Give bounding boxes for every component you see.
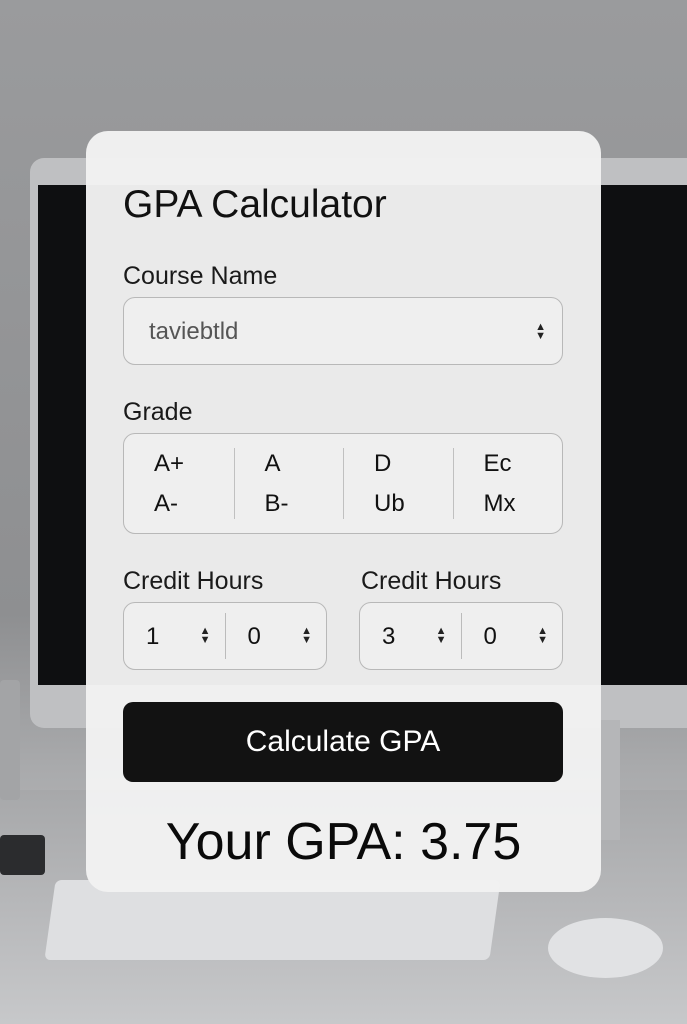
credit-hours-label-1: Credit Hours — [123, 567, 264, 595]
stepper-arrows-icon[interactable]: ▲ ▼ — [435, 625, 447, 646]
grade-column: Ec Mx — [452, 448, 563, 519]
phone — [0, 835, 45, 875]
credit-stepper[interactable]: 3 ▲ ▼ — [360, 603, 461, 669]
grade-option[interactable]: D — [374, 450, 392, 477]
credit-stepper[interactable]: 0 ▲ ▼ — [460, 613, 563, 659]
mouse — [548, 918, 663, 978]
grade-option[interactable]: B- — [264, 490, 289, 517]
grade-option[interactable]: Ec — [483, 450, 512, 477]
stepper-arrows-icon[interactable]: ▲ ▼ — [537, 625, 548, 646]
stepper-value: 0 — [483, 623, 497, 650]
gpa-result: Your GPA: 3.75 — [165, 813, 522, 871]
course-name-value: taviebtld — [149, 318, 239, 345]
credit-hours-label-2: Credit Hours — [361, 567, 502, 595]
cup — [0, 680, 20, 800]
grade-column: D Ub — [343, 448, 453, 519]
grade-option[interactable]: A- — [154, 490, 178, 517]
course-name-select[interactable]: taviebtld ▲ ▼ — [123, 297, 563, 365]
stepper-arrows-icon[interactable]: ▲ ▼ — [301, 625, 312, 646]
keyboard — [44, 880, 501, 960]
grade-label: Grade — [123, 398, 193, 426]
grade-option[interactable]: A — [264, 450, 281, 477]
calculate-gpa-button[interactable]: Calculate GPA — [123, 702, 563, 782]
grade-column: A+ A- — [124, 448, 234, 519]
course-name-label: Course Name — [123, 262, 278, 290]
select-arrows-icon: ▲ ▼ — [535, 321, 546, 342]
stepper-value: 3 — [382, 623, 396, 650]
grade-selector[interactable]: A+ A- A B- D Ub Ec Mx — [123, 433, 563, 534]
grade-option[interactable]: A+ — [154, 450, 185, 477]
stepper-arrows-icon[interactable]: ▲ ▼ — [199, 625, 211, 646]
credit-hours-stepper-1: 1 ▲ ▼ 0 ▲ ▼ — [123, 602, 327, 670]
monitor-stand — [600, 720, 620, 840]
credit-stepper[interactable]: 0 ▲ ▼ — [224, 613, 327, 659]
stepper-value: 1 — [146, 623, 160, 650]
page-title: GPA Calculator — [123, 183, 387, 226]
credit-hours-stepper-2: 3 ▲ ▼ 0 ▲ ▼ — [359, 602, 563, 670]
grade-option[interactable]: Mx — [483, 490, 516, 517]
grade-option[interactable]: Ub — [374, 490, 405, 517]
grade-column: A B- — [233, 448, 344, 519]
stepper-value: 0 — [247, 623, 261, 650]
credit-stepper[interactable]: 1 ▲ ▼ — [124, 603, 225, 669]
